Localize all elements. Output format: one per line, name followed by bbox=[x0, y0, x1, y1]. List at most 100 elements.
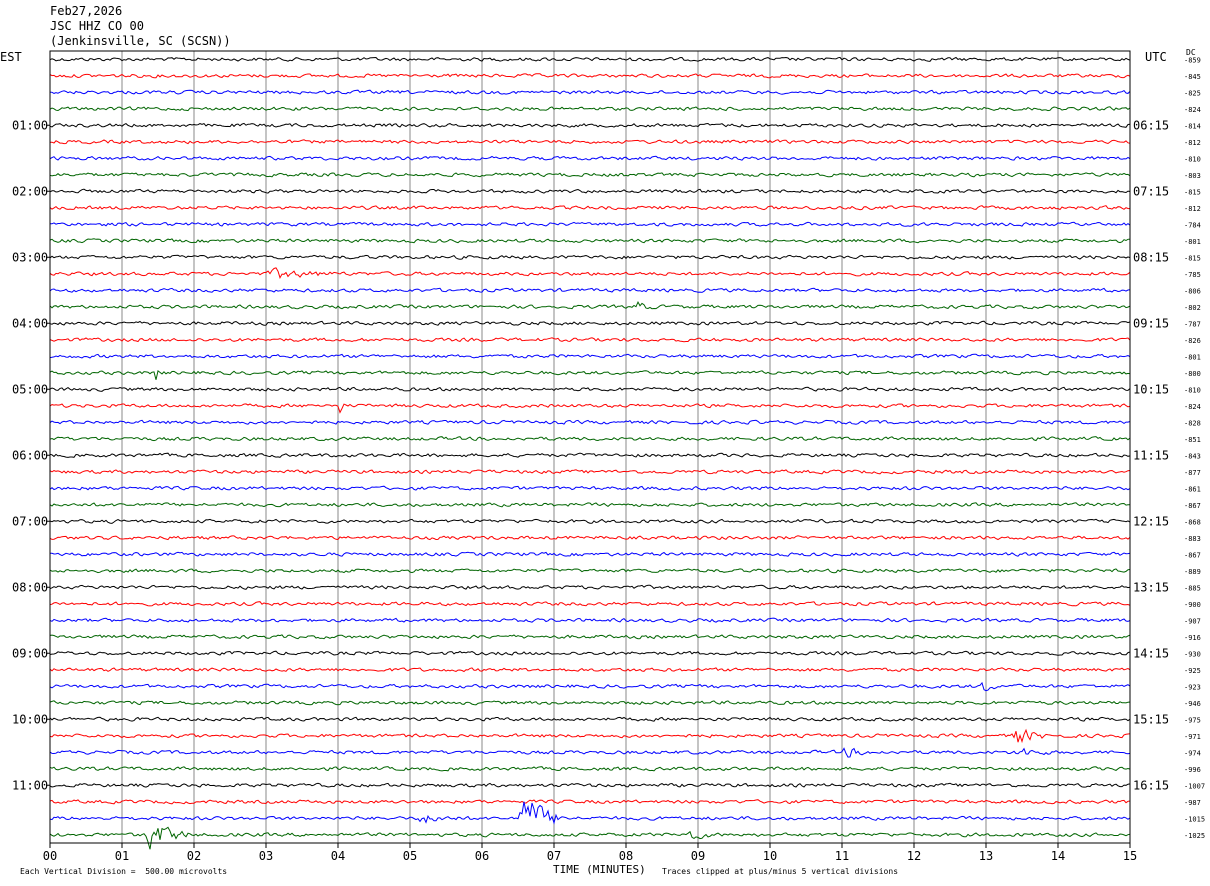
dc-offset-label: -859 bbox=[1184, 56, 1201, 64]
dc-offset-label: -867 bbox=[1184, 502, 1201, 510]
dc-offset-label: -785 bbox=[1184, 271, 1201, 279]
trace-row-1 bbox=[49, 73, 1131, 79]
dc-offset-label: -974 bbox=[1184, 749, 1201, 757]
trace-row-39 bbox=[49, 700, 1131, 706]
trace-row-12 bbox=[49, 254, 1131, 260]
utc-time-label: 10:15 bbox=[1133, 382, 1169, 396]
trace-row-36 bbox=[49, 650, 1131, 656]
x-tick-label: 14 bbox=[1051, 849, 1065, 863]
trace-row-15 bbox=[49, 300, 1131, 310]
dc-offset-label: -810 bbox=[1184, 155, 1201, 163]
trace-row-14 bbox=[49, 287, 1131, 293]
x-tick-label: 12 bbox=[907, 849, 921, 863]
dc-offset-label: -877 bbox=[1184, 469, 1201, 477]
trace-row-3 bbox=[49, 106, 1131, 112]
x-tick-label: 07 bbox=[547, 849, 561, 863]
dc-offset-label: -800 bbox=[1184, 370, 1201, 378]
dc-offset-label: -812 bbox=[1184, 205, 1201, 213]
dc-offset-label: -883 bbox=[1184, 535, 1201, 543]
trace-row-37 bbox=[49, 667, 1131, 673]
dc-offset-label: -815 bbox=[1184, 188, 1201, 196]
est-time-label: 04:00 bbox=[12, 316, 48, 330]
est-time-label: 08:00 bbox=[12, 580, 48, 594]
est-time-label: 05:00 bbox=[12, 382, 48, 396]
dc-offset-label: -806 bbox=[1184, 287, 1201, 295]
dc-offset-label: -801 bbox=[1184, 238, 1201, 246]
utc-time-label: 09:15 bbox=[1133, 316, 1169, 330]
trace-row-11 bbox=[49, 238, 1131, 244]
dc-offset-label: -845 bbox=[1184, 73, 1201, 81]
dc-offset-label: -1025 bbox=[1184, 832, 1205, 840]
dc-offset-label: -996 bbox=[1184, 766, 1201, 774]
dc-offset-label: -987 bbox=[1184, 799, 1201, 807]
dc-offset-label: -812 bbox=[1184, 139, 1201, 147]
x-tick-label: 08 bbox=[619, 849, 633, 863]
dc-offset-label: -825 bbox=[1184, 89, 1201, 97]
utc-time-label: 06:15 bbox=[1133, 118, 1169, 132]
x-tick-label: 04 bbox=[331, 849, 345, 863]
station-location: (Jenkinsville, SC (SCSN)) bbox=[50, 34, 231, 48]
trace-row-21 bbox=[49, 403, 1131, 414]
trace-row-42 bbox=[49, 747, 1131, 758]
utc-time-label: 11:15 bbox=[1133, 448, 1169, 462]
est-time-label: 10:00 bbox=[12, 712, 48, 726]
dc-offset-label: -923 bbox=[1184, 683, 1201, 691]
trace-row-6 bbox=[49, 155, 1131, 161]
dc-offset-label: -916 bbox=[1184, 634, 1201, 642]
trace-row-5 bbox=[50, 139, 1131, 145]
trace-row-7 bbox=[49, 172, 1131, 178]
est-time-label: 03:00 bbox=[12, 250, 48, 264]
trace-row-32 bbox=[49, 584, 1131, 590]
trace-row-46 bbox=[49, 801, 1131, 825]
dc-offset-label: -885 bbox=[1184, 584, 1201, 592]
trace-row-10 bbox=[50, 221, 1131, 227]
utc-time-label: 16:15 bbox=[1133, 778, 1169, 792]
dc-offset-label: -824 bbox=[1184, 106, 1201, 114]
trace-row-29 bbox=[49, 535, 1131, 541]
utc-axis-label: UTC bbox=[1145, 50, 1167, 64]
est-time-label: 07:00 bbox=[12, 514, 48, 528]
dc-offset-label: -784 bbox=[1184, 221, 1201, 229]
dc-offset-label: -810 bbox=[1184, 386, 1201, 394]
trace-row-17 bbox=[49, 337, 1131, 343]
dc-offset-label: -851 bbox=[1184, 436, 1201, 444]
trace-row-27 bbox=[49, 502, 1130, 508]
station-code: JSC HHZ CO 00 bbox=[50, 19, 144, 33]
x-tick-label: 02 bbox=[187, 849, 201, 863]
utc-time-label: 07:15 bbox=[1133, 184, 1169, 198]
x-tick-label: 06 bbox=[475, 849, 489, 863]
trace-row-45 bbox=[49, 799, 1131, 805]
trace-row-26 bbox=[49, 485, 1131, 491]
x-tick-label: 00 bbox=[43, 849, 57, 863]
trace-row-47 bbox=[49, 826, 1131, 850]
trace-row-28 bbox=[49, 518, 1131, 524]
x-axis-title: TIME (MINUTES) bbox=[553, 863, 646, 876]
x-tick-label: 13 bbox=[979, 849, 993, 863]
trace-row-31 bbox=[49, 568, 1131, 574]
dc-offset-label: -826 bbox=[1184, 337, 1201, 345]
trace-row-43 bbox=[49, 766, 1131, 772]
dc-offset-label: -907 bbox=[1184, 617, 1201, 625]
trace-row-34 bbox=[49, 617, 1131, 623]
trace-row-35 bbox=[49, 634, 1131, 640]
clip-note: Traces clipped at plus/minus 5 vertical … bbox=[662, 867, 899, 876]
trace-row-8 bbox=[49, 188, 1131, 194]
dc-offset-label: -900 bbox=[1184, 601, 1201, 609]
dc-offset-label: -975 bbox=[1184, 716, 1201, 724]
dc-offset-label: -815 bbox=[1184, 254, 1201, 262]
dc-offset-label: -801 bbox=[1184, 353, 1201, 361]
dc-offset-label: -971 bbox=[1184, 733, 1201, 741]
utc-time-label: 12:15 bbox=[1133, 514, 1169, 528]
x-tick-label: 10 bbox=[763, 849, 777, 863]
x-tick-label: 09 bbox=[691, 849, 705, 863]
dc-offset-label: -814 bbox=[1184, 122, 1201, 130]
est-axis-label: EST bbox=[0, 50, 22, 64]
dc-offset-label: -889 bbox=[1184, 568, 1201, 576]
utc-time-label: 13:15 bbox=[1133, 580, 1169, 594]
trace-row-40 bbox=[49, 716, 1131, 722]
trace-row-41 bbox=[49, 728, 1131, 744]
dc-offset-label: -843 bbox=[1184, 452, 1201, 460]
trace-row-38 bbox=[49, 681, 1131, 692]
x-tick-label: 01 bbox=[115, 849, 129, 863]
plot-date: Feb27,2026 bbox=[50, 4, 123, 18]
